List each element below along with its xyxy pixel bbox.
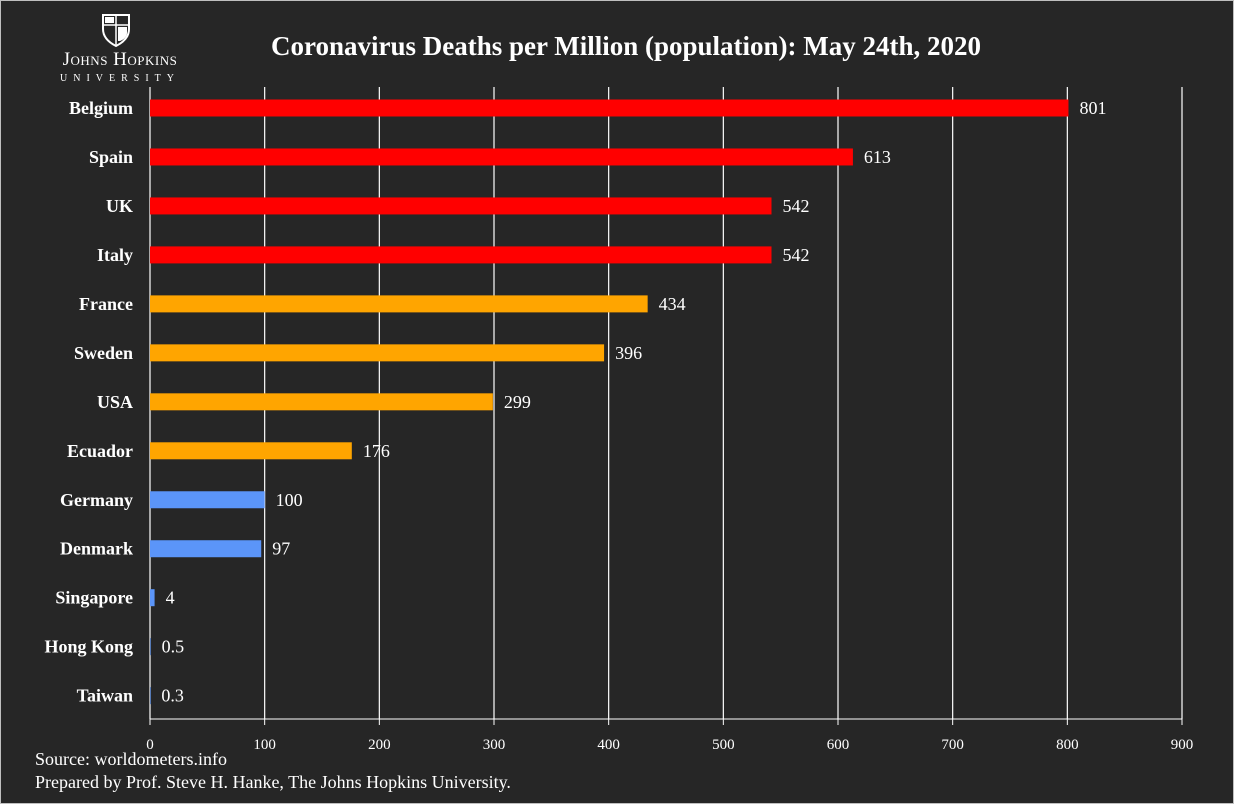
data-label: 542 [782, 245, 809, 265]
category-label: Germany [60, 490, 133, 510]
x-tick-label: 600 [827, 737, 850, 753]
source-note: Source: worldometers.info [35, 749, 227, 769]
bar [150, 491, 265, 509]
data-label: 434 [659, 294, 686, 314]
bar [150, 99, 1069, 117]
bars [150, 99, 1069, 705]
category-label: France [79, 294, 133, 314]
data-label: 801 [1079, 98, 1106, 118]
category-label: Singapore [55, 588, 133, 608]
bar [150, 687, 151, 705]
x-tick-label: 0 [146, 737, 154, 753]
bar [150, 295, 648, 313]
data-label: 4 [166, 588, 175, 608]
prepared-by-note: Prepared by Prof. Steve H. Hanke, The Jo… [35, 772, 511, 792]
bar [150, 393, 493, 411]
bar [150, 344, 605, 362]
x-tick-label: 700 [941, 737, 964, 753]
data-label: 100 [276, 490, 303, 510]
x-tick-label: 800 [1056, 737, 1079, 753]
category-label: Sweden [74, 343, 133, 363]
bar [150, 540, 262, 558]
chart-title: Coronavirus Deaths per Million (populati… [270, 31, 982, 61]
shield-icon [102, 14, 130, 47]
bar [150, 148, 853, 166]
category-label: USA [97, 392, 133, 412]
category-label: Belgium [69, 98, 133, 118]
category-label: Spain [89, 147, 133, 167]
category-label: Taiwan [77, 686, 133, 706]
logo-name: Johns Hopkins [62, 49, 178, 70]
x-tick-label: 200 [368, 737, 391, 753]
bar [150, 246, 772, 264]
logo-subtitle: UNIVERSITY [60, 73, 180, 84]
category-label: Italy [97, 245, 133, 265]
x-tick-label: 900 [1171, 737, 1194, 753]
data-label: 0.5 [162, 637, 185, 657]
johns-hopkins-logo: Johns Hopkins UNIVERSITY [41, 11, 199, 85]
data-label: 299 [504, 392, 531, 412]
data-label: 176 [363, 441, 390, 461]
category-label: UK [106, 196, 133, 216]
data-label: 97 [272, 539, 290, 559]
data-label: 0.3 [161, 686, 184, 706]
bar [150, 442, 352, 460]
x-tick-label: 500 [712, 737, 735, 753]
bar [150, 589, 155, 607]
category-label: Ecuador [67, 441, 133, 461]
x-axis-ticks: 0 100 200 300 400 500 600 700 800 900 [146, 718, 1194, 753]
data-label: 613 [864, 147, 891, 167]
category-label: Hong Kong [44, 637, 133, 657]
x-tick-label: 400 [597, 737, 620, 753]
bar [150, 638, 151, 656]
labels: Belgium 801 Spain 613 UK 542 Italy 542 France 434… [44, 98, 1106, 706]
data-label: 396 [615, 343, 642, 363]
category-label: Denmark [60, 539, 133, 559]
bar [150, 197, 772, 215]
x-tick-label: 100 [253, 737, 276, 753]
data-label: 542 [782, 196, 809, 216]
x-tick-label: 300 [483, 737, 506, 753]
